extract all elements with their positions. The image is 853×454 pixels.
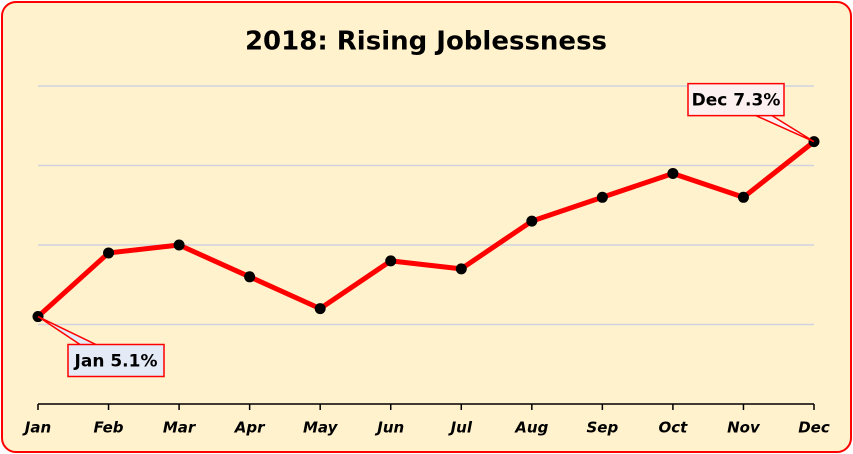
data-label: Jan 5.1% xyxy=(74,352,158,372)
x-tick-label: Mar xyxy=(163,419,197,437)
point xyxy=(103,247,115,259)
point xyxy=(667,167,679,179)
x-tick-label: May xyxy=(303,419,339,437)
point xyxy=(173,239,185,251)
x-tick-label: Apr xyxy=(234,419,266,437)
x-tick-label: Jan xyxy=(22,419,51,437)
point xyxy=(385,255,397,267)
point xyxy=(244,271,256,283)
callout xyxy=(37,315,165,378)
line xyxy=(36,139,816,319)
x-tick-label: Jun xyxy=(374,419,404,437)
callout xyxy=(687,82,815,143)
x-tick-label: Sep xyxy=(587,419,619,437)
point xyxy=(314,303,326,315)
data-label: Dec 7.3% xyxy=(692,91,781,111)
point xyxy=(596,191,608,203)
x-tick-label: Feb xyxy=(94,419,124,437)
x-tick-label: Nov xyxy=(727,419,761,437)
x-tick-label: Dec xyxy=(798,419,830,437)
point xyxy=(737,191,749,203)
point xyxy=(526,215,538,227)
chart-title: 2018: Rising Joblessness xyxy=(245,27,607,57)
x-tick-label: Jul xyxy=(448,419,473,437)
x-tick-label: Oct xyxy=(658,419,688,437)
x-tick-label: Aug xyxy=(514,419,548,437)
point xyxy=(455,263,467,275)
